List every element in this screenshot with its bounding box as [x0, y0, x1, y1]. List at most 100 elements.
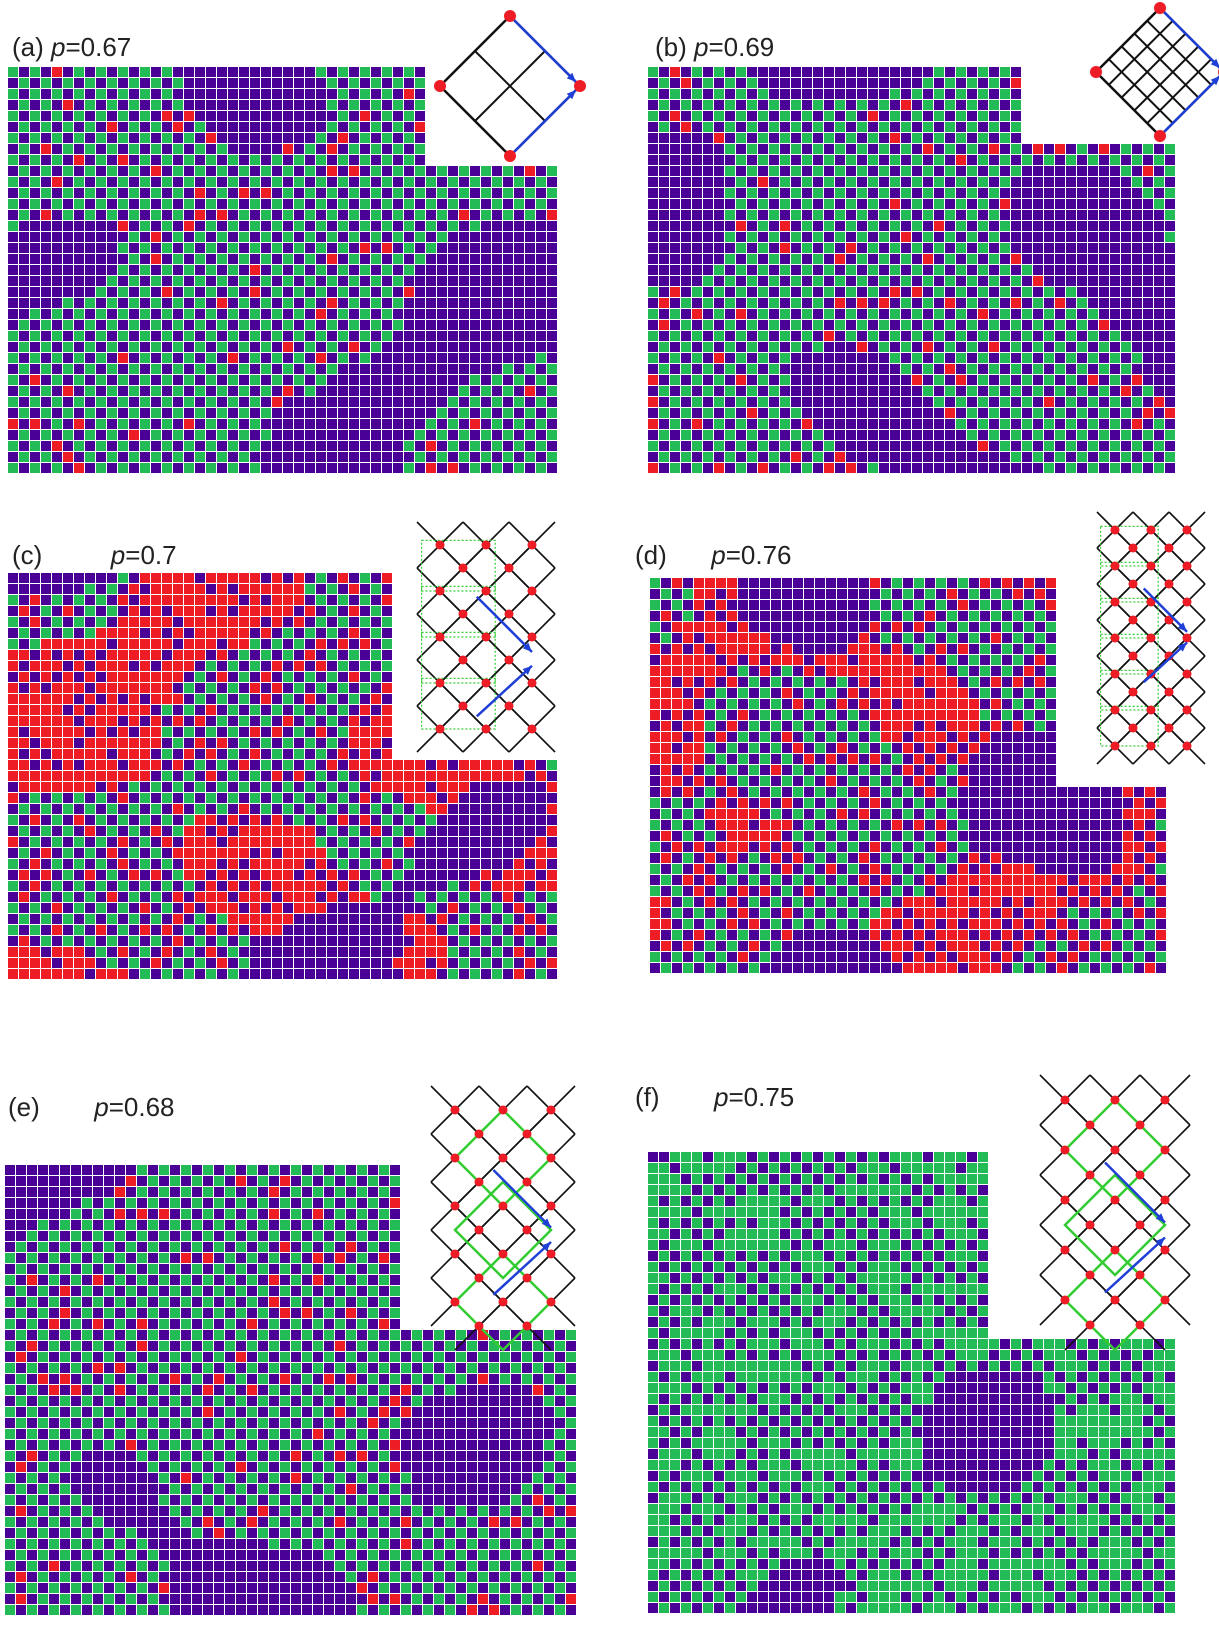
lattice-site — [1164, 615, 1174, 625]
lattice-site — [1146, 525, 1156, 535]
lattice-site — [450, 1249, 460, 1259]
lattice-site — [546, 1201, 556, 1211]
lattice-site — [435, 540, 445, 550]
panel-f-p-symbol: p — [714, 1082, 729, 1112]
arrow — [1104, 1236, 1166, 1294]
panel-a-label: (a) p=0.67 — [12, 32, 131, 63]
panel-e-p-value: =0.68 — [108, 1092, 175, 1122]
lattice-site — [1060, 1195, 1070, 1205]
lattice-site — [504, 10, 516, 22]
lattice-site — [1110, 633, 1120, 643]
arrow — [475, 595, 533, 653]
lattice-site — [1128, 543, 1138, 553]
lattice-site — [1060, 1095, 1070, 1105]
panel-d-p-value: =0.76 — [725, 540, 792, 570]
lattice-site — [458, 701, 468, 711]
lattice-site — [1110, 525, 1120, 535]
lattice-site — [1128, 723, 1138, 733]
lattice-site — [1110, 1095, 1120, 1105]
lattice-site — [1182, 525, 1192, 535]
lattice-site — [1135, 1270, 1145, 1280]
lattice-site — [1128, 615, 1138, 625]
lattice-site — [1182, 705, 1192, 715]
lattice-site — [1060, 1145, 1070, 1155]
lattice-site — [1110, 669, 1120, 679]
panel-b-letter: (b) — [655, 32, 687, 62]
lattice-site — [1154, 130, 1166, 142]
lattice-site — [1135, 1220, 1145, 1230]
lattice-site — [1135, 1320, 1145, 1330]
lattice-site — [546, 1249, 556, 1259]
inset-schematic — [434, 10, 586, 162]
lattice-site — [1164, 723, 1174, 733]
lattice-site — [522, 1273, 532, 1283]
lattice-site — [481, 678, 491, 688]
panel-c-label: (c) p=0.7 — [12, 540, 177, 571]
lattice-site — [522, 1225, 532, 1235]
lattice-site — [1110, 597, 1120, 607]
lattice-site — [527, 678, 537, 688]
panel-f-p-value: =0.75 — [728, 1082, 795, 1112]
lattice-site — [498, 1153, 508, 1163]
panel-f: (f) p=0.75 — [610, 1060, 1219, 1627]
lattice-site — [481, 586, 491, 596]
lattice-site — [481, 724, 491, 734]
panel-c-lattice — [8, 521, 557, 979]
panel-d-letter: (d) — [635, 540, 667, 570]
panel-c-p-symbol: p — [110, 540, 126, 570]
lattice-site — [474, 1225, 484, 1235]
lattice-site — [1160, 1095, 1170, 1105]
lattice-site — [1135, 1170, 1145, 1180]
lattice-cells — [648, 1152, 1175, 1613]
panel-f-letter: (f) — [635, 1082, 660, 1112]
lattice-cells — [5, 1165, 576, 1615]
lattice-site — [498, 1249, 508, 1259]
lattice-site — [1085, 1120, 1095, 1130]
lattice-site — [458, 609, 468, 619]
panel-c-letter: (c) — [12, 540, 43, 570]
lattice-site — [546, 1105, 556, 1115]
panel-b-p-value: =0.69 — [708, 32, 775, 62]
lattice-site — [1182, 561, 1192, 571]
panel-a-letter: (a) — [12, 32, 44, 62]
lattice-site — [1090, 66, 1102, 78]
inset-schematic — [1090, 2, 1219, 142]
lattice-cells — [8, 573, 557, 979]
lattice-site — [504, 609, 514, 619]
inset-schematic — [1096, 511, 1206, 765]
lattice-site — [474, 1273, 484, 1283]
arrow — [1104, 1161, 1166, 1224]
lattice-site — [522, 1177, 532, 1187]
lattice-site — [450, 1201, 460, 1211]
lattice-site — [1128, 651, 1138, 661]
arrow — [475, 664, 533, 718]
lattice-site — [522, 1321, 532, 1331]
panel-e: (e) p=0.68 — [0, 1060, 600, 1627]
lattice-site — [1110, 1245, 1120, 1255]
lattice-site — [474, 1129, 484, 1139]
lattice-site — [450, 1105, 460, 1115]
panel-d-p-symbol: p — [711, 540, 726, 570]
panel-b-p-symbol: p — [694, 32, 709, 62]
lattice-site — [1164, 687, 1174, 697]
lattice-site — [434, 80, 446, 92]
lattice-site — [522, 1129, 532, 1139]
lattice-site — [1160, 1145, 1170, 1155]
panel-a-p-value: =0.67 — [65, 32, 132, 62]
panel-e-letter: (e) — [8, 1092, 40, 1122]
lattice-site — [435, 632, 445, 642]
lattice-site — [546, 1153, 556, 1163]
lattice-site — [1085, 1270, 1095, 1280]
lattice-site — [474, 1177, 484, 1187]
panel-d-lattice — [650, 511, 1206, 973]
lattice-site — [1182, 669, 1192, 679]
panel-a-lattice — [8, 10, 586, 473]
lattice-site — [435, 724, 445, 734]
lattice-site — [1164, 543, 1174, 553]
panel-b: (b) p=0.69 — [610, 0, 1219, 480]
inset-schematic — [1039, 1074, 1191, 1352]
panel-c: (c) p=0.7 — [0, 510, 600, 1030]
lattice-site — [504, 563, 514, 573]
lattice-site — [450, 1297, 460, 1307]
lattice-site — [1060, 1245, 1070, 1255]
